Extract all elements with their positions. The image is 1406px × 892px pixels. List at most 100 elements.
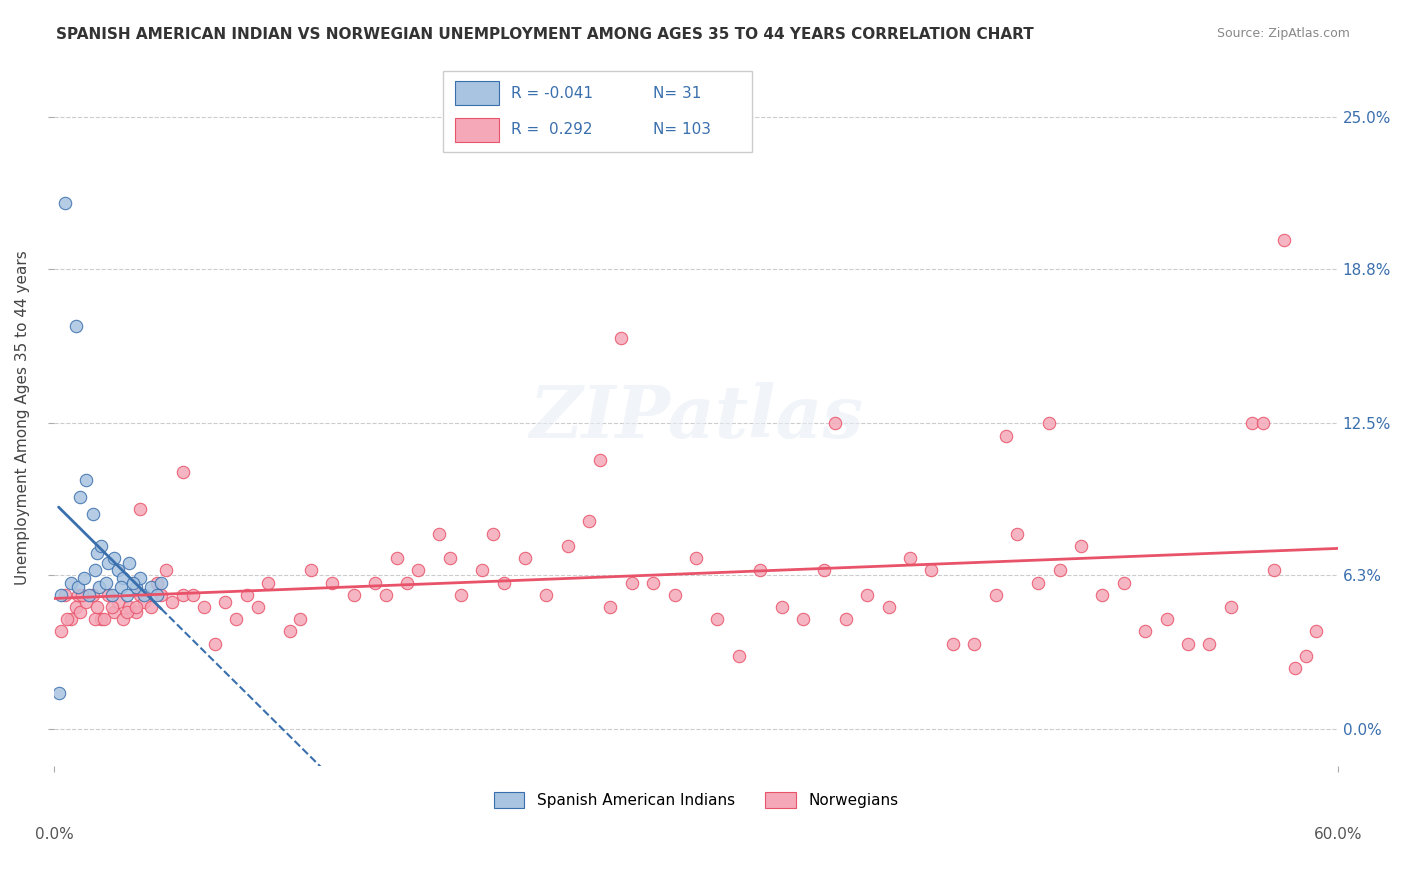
Point [984,588,1007,602]
Point [427,526,450,541]
Point [1005,526,1028,541]
Point [103,605,125,619]
Point [65,599,87,614]
Point [1038,417,1060,431]
Point [86,546,108,560]
Point [1241,417,1264,431]
Point [920,563,942,577]
Point [1177,637,1199,651]
Point [942,637,965,651]
Text: ZIPatlas: ZIPatlas [529,382,863,453]
Point [610,331,633,345]
Point [66,581,89,595]
Point [749,563,772,577]
Point [101,599,124,614]
Text: R =  0.292: R = 0.292 [510,122,592,137]
Point [1272,233,1295,247]
Point [898,551,921,566]
Point [118,599,141,614]
Point [536,588,558,602]
Point [204,637,226,651]
Point [124,581,146,595]
Point [150,588,173,602]
Point [406,563,429,577]
Point [257,575,280,590]
Point [824,417,846,431]
Point [101,588,124,602]
Point [236,588,259,602]
Point [53,196,76,211]
Point [995,428,1018,442]
Point [103,551,125,566]
Point [374,588,396,602]
Point [107,563,129,577]
Point [172,588,194,602]
Text: N= 103: N= 103 [654,122,711,137]
Point [65,318,87,333]
Bar [456,118,499,142]
Point [664,588,686,602]
Point [111,571,134,585]
Point [97,588,120,602]
Point [124,599,146,614]
Point [139,581,162,595]
Point [727,648,749,663]
Point [1284,661,1306,675]
Point [1251,417,1274,431]
Point [150,575,173,590]
Point [115,588,138,602]
Point [70,588,93,602]
Point [111,612,134,626]
Point [139,599,162,614]
Point [97,556,120,570]
Point [343,588,366,602]
Point [193,599,215,614]
Point [1070,539,1092,553]
Point [128,571,150,585]
Point [94,575,117,590]
Point [578,514,600,528]
Point [877,599,900,614]
Text: SPANISH AMERICAN INDIAN VS NORWEGIAN UNEMPLOYMENT AMONG AGES 35 TO 44 YEARS CORR: SPANISH AMERICAN INDIAN VS NORWEGIAN UNE… [56,27,1033,42]
FancyBboxPatch shape [443,71,752,152]
Point [471,563,494,577]
Bar [456,81,499,105]
Point [134,588,156,602]
Point [124,605,146,619]
Point [246,599,269,614]
Text: Source: ZipAtlas.com: Source: ZipAtlas.com [1216,27,1350,40]
Point [118,556,141,570]
Point [73,571,96,585]
Point [115,605,138,619]
Point [620,575,643,590]
Point [813,563,835,577]
Point [835,612,858,626]
Point [128,502,150,516]
Point [60,575,83,590]
Point [134,595,156,609]
Y-axis label: Unemployment Among Ages 35 to 44 years: Unemployment Among Ages 35 to 44 years [15,250,30,584]
Point [60,612,83,626]
Point [856,588,879,602]
Point [214,595,236,609]
Point [66,588,89,602]
Legend: Spanish American Indians, Norwegians: Spanish American Indians, Norwegians [488,786,904,814]
Point [450,588,472,602]
Point [183,588,205,602]
Text: N= 31: N= 31 [654,86,702,101]
Point [84,563,107,577]
Point [82,507,104,521]
Point [107,595,129,609]
Point [89,581,111,595]
Point [69,605,91,619]
Point [299,563,322,577]
Point [482,526,505,541]
Point [290,612,312,626]
Point [77,588,100,602]
Point [1112,575,1135,590]
Point [93,612,115,626]
Point [963,637,986,651]
Point [128,588,150,602]
Point [146,588,169,602]
Point [122,575,145,590]
